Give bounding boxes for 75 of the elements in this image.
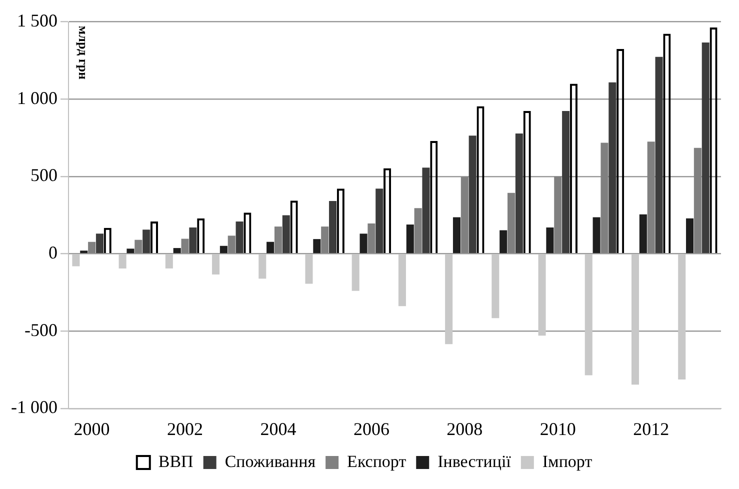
- bar: [228, 236, 236, 254]
- bar: [515, 133, 523, 254]
- bar: [538, 254, 546, 336]
- x-tick-label: 2000: [74, 418, 110, 439]
- bar: [592, 217, 600, 254]
- bar: [686, 218, 694, 254]
- bar: [468, 136, 476, 254]
- bar: [321, 226, 329, 254]
- bar: [165, 254, 173, 268]
- bar: [398, 254, 406, 306]
- bar: [220, 246, 228, 254]
- y-tick-label: 0: [48, 242, 58, 262]
- x-tick-label: 2010: [540, 418, 576, 439]
- bar: [282, 215, 290, 254]
- x-tick-label: 2006: [353, 418, 390, 439]
- bar: [305, 254, 313, 284]
- y-tick-label: -500: [24, 320, 58, 340]
- bar: [352, 254, 360, 291]
- bar: [212, 254, 220, 274]
- bar: [500, 230, 508, 254]
- bar: [96, 234, 104, 254]
- y-tick-label: -1 000: [10, 397, 58, 418]
- bar: [236, 221, 244, 254]
- bar: [655, 56, 663, 254]
- bar: [258, 254, 266, 279]
- bar: [88, 242, 96, 254]
- bar: [414, 208, 422, 254]
- bar: [313, 239, 321, 254]
- bar: [445, 254, 453, 344]
- x-tick-label: 2002: [167, 418, 204, 439]
- bar: [189, 227, 197, 254]
- bar: [608, 82, 616, 254]
- bar: [368, 223, 376, 254]
- bar: [360, 234, 368, 254]
- x-tick-label: 2004: [260, 418, 296, 439]
- bar: [452, 217, 460, 254]
- bar: [492, 254, 500, 318]
- bar: [600, 142, 608, 254]
- bar: [126, 248, 134, 254]
- bar: [639, 214, 647, 254]
- y-tick-label: 1 500: [16, 10, 58, 31]
- bar: [118, 254, 126, 268]
- bar: [181, 238, 189, 254]
- bar: [554, 176, 562, 254]
- bar: [631, 254, 640, 385]
- bar: [694, 148, 702, 254]
- bar: [460, 177, 468, 254]
- bar: [546, 227, 554, 254]
- bar: [266, 242, 274, 254]
- bar: [422, 168, 430, 254]
- bar: [562, 111, 570, 254]
- bar: [142, 230, 150, 254]
- x-tick-label: 2008: [446, 418, 483, 439]
- bar: [584, 254, 592, 376]
- bar: [72, 254, 80, 266]
- y-tick-label: 1 000: [16, 88, 58, 108]
- legend-label: Інвестиції: [438, 452, 512, 471]
- legend-label: Експорт: [347, 452, 407, 471]
- bar: [508, 192, 516, 254]
- bar: [376, 188, 384, 254]
- bar: [274, 226, 282, 254]
- legend-label: Споживання: [224, 452, 316, 471]
- bar: [134, 240, 142, 254]
- bar: [702, 42, 710, 254]
- y-tick-label: 500: [30, 165, 58, 186]
- legend-label: ВВП: [158, 452, 194, 471]
- bar: [678, 254, 686, 380]
- bar: [647, 142, 655, 254]
- bar: [173, 248, 181, 254]
- x-tick-label: 2012: [633, 418, 670, 439]
- bar: [406, 224, 414, 254]
- legend-label: Імпорт: [542, 452, 593, 471]
- bar: [328, 201, 337, 254]
- y-axis-title: млрд грн: [76, 26, 92, 80]
- bar: [80, 250, 88, 254]
